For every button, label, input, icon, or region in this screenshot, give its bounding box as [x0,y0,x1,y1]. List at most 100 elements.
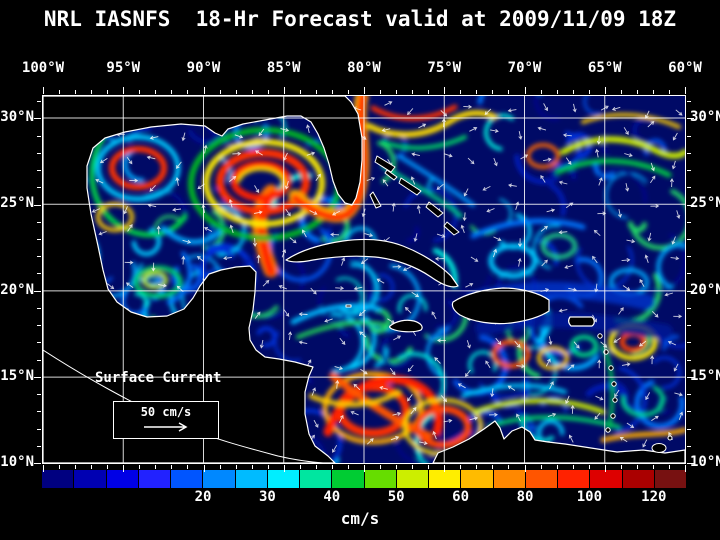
lon-tick [604,465,606,472]
lon-tick [412,90,414,94]
chart-title: NRL IASNFS 18-Hr Forecast valid at 2009/… [43,7,677,31]
colorbar-segment [364,470,397,488]
colorbar-tick-label: 100 [576,489,603,505]
lon-tick [43,87,44,94]
lat-tick [687,325,691,327]
lat-tick [687,101,691,103]
lon-tick [171,90,173,94]
lon-tick [460,90,462,94]
lat-tick [37,135,41,137]
lat-tick-label-right: 30°N [690,109,720,126]
lon-tick [299,90,301,94]
lon-tick [364,87,365,94]
lat-tick [37,239,41,240]
lat-tick-label-left: 25°N [0,195,34,212]
lat-tick [687,445,691,447]
lon-tick [107,465,109,469]
lon-tick [251,465,253,469]
colorbar-tick-label: 50 [387,489,405,505]
colorbar-segment [493,470,526,488]
colorbar-segment [42,470,75,488]
lon-tick [396,465,398,469]
lat-tick [687,307,691,309]
colorbar-segment [654,470,686,488]
lon-tick [43,465,44,472]
lon-tick [139,465,141,469]
scale-arrow-icon [144,422,188,432]
lon-tick [187,465,189,469]
current-scale-box: 50 cm/s [113,401,219,439]
lon-tick-label: 75°W [427,60,462,76]
lat-tick [687,342,691,344]
lon-tick [59,90,61,94]
lon-tick [636,90,638,94]
lon-tick [75,465,77,469]
lat-tick [687,428,691,430]
lat-tick [687,394,691,396]
lat-tick [687,290,694,292]
lat-tick-label-right: 10°N [690,454,720,470]
lat-tick [37,152,41,154]
lon-tick [219,90,221,94]
lon-tick [492,465,494,469]
lon-tick [508,465,510,469]
lat-tick [37,342,41,344]
colorbar-tick-label: 120 [641,489,667,505]
lon-tick [428,90,430,94]
lat-tick [34,204,41,206]
lat-tick [687,204,694,206]
lon-tick [91,90,93,94]
colorbar-segment [74,470,107,488]
lesser-antilles [345,304,673,453]
lon-tick [107,90,109,94]
lon-tick [460,465,462,469]
lon-tick [396,90,398,94]
cuba [285,238,459,288]
lon-tick [155,90,157,94]
lon-tick [620,90,622,94]
colorbar-segment [525,470,558,488]
lon-tick [315,465,317,469]
lat-tick [37,256,41,258]
lon-tick [492,90,494,94]
lat-tick [687,187,691,189]
lon-tick [668,465,670,469]
lon-tick [652,90,654,94]
colorbar-segment [138,470,171,488]
lon-tick [685,465,686,472]
lat-tick [37,411,41,413]
lon-tick [235,465,237,469]
lon-tick [59,465,61,469]
colorbar-segment [429,470,462,488]
lat-tick-label-right: 15°N [690,368,720,385]
lon-tick [588,90,590,94]
colorbar-tick-label: 60 [452,489,470,505]
jamaica [389,319,423,333]
lon-tick [588,465,590,469]
lon-tick [299,465,301,469]
lat-tick [34,463,41,464]
lat-tick [37,187,41,189]
lat-tick [687,256,691,258]
lat-tick [687,170,691,172]
bahamas [369,155,460,236]
lon-tick [155,465,157,469]
lat-tick-label-left: 30°N [0,109,34,126]
colorbar-tick-label: 80 [516,489,534,505]
colorbar-segment [235,470,268,488]
colorbar-segment [300,470,333,488]
lat-tick-label-left: 20°N [0,281,34,298]
lat-tick [37,325,41,327]
lon-tick [171,465,173,469]
puerto-rico [568,316,595,327]
map-area: Surface Current 50 cm/s [42,95,686,464]
lon-tick [428,465,430,469]
lat-tick [37,307,41,309]
lon-tick [75,90,77,94]
current-field-svg [43,96,685,463]
lon-tick [331,465,333,469]
lon-tick [380,465,382,469]
colorbar-segment [332,470,365,488]
lon-tick [331,90,333,94]
lon-tick [540,90,542,94]
